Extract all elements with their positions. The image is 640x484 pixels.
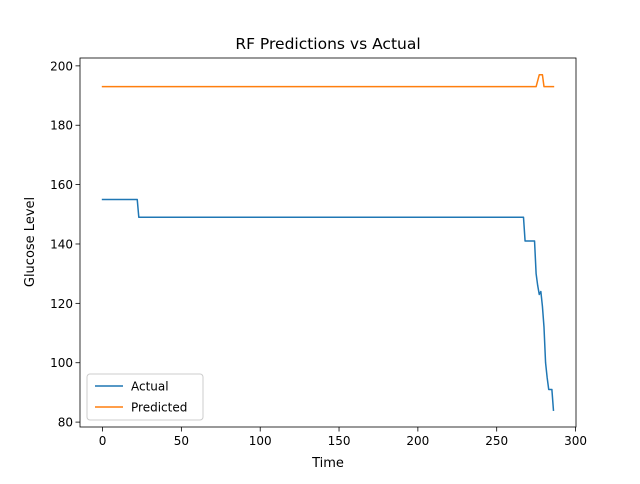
legend: Actual Predicted — [86, 373, 204, 421]
x-tick-label: 150 — [328, 434, 351, 448]
x-tick-label: 0 — [99, 434, 107, 448]
x-axis-label: Time — [311, 456, 344, 471]
x-tick-label: 250 — [485, 434, 508, 448]
plot-area — [101, 74, 555, 412]
y-tick-label: 200 — [50, 59, 73, 73]
axes: 0 50 100 150 200 250 300 80 100 120 140 160 180 200 — [50, 57, 587, 448]
y-tick-label: 100 — [50, 356, 73, 370]
x-tick-label: 200 — [406, 434, 429, 448]
legend-label-actual: Actual — [131, 380, 169, 394]
y-tick-label: 120 — [50, 297, 73, 311]
chart-title: RF Predictions vs Actual — [235, 35, 420, 53]
y-tick-label: 160 — [50, 178, 73, 192]
x-tick-label: 100 — [249, 434, 272, 448]
series-line-actual — [101, 198, 555, 412]
x-tick-label: 50 — [174, 434, 189, 448]
y-tick-label: 140 — [50, 237, 73, 251]
y-tick-label: 180 — [50, 119, 73, 133]
x-tick-label: 300 — [564, 434, 587, 448]
legend-label-predicted: Predicted — [131, 401, 187, 415]
y-axis-label: Glucose Level — [23, 197, 38, 287]
series-line-predicted — [101, 74, 555, 88]
axes-frame — [79, 57, 577, 428]
y-tick-label: 80 — [58, 416, 73, 430]
